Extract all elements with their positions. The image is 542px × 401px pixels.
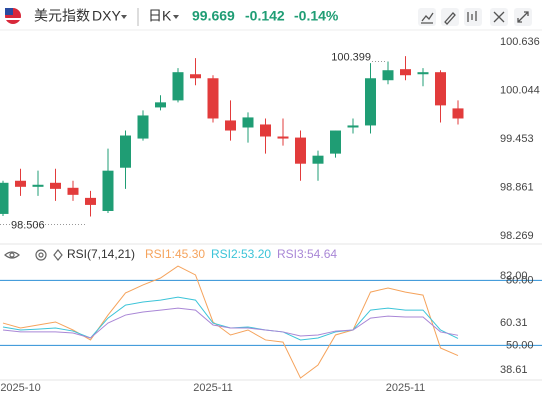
- y-tick-label: 60.31: [500, 317, 528, 329]
- price-change: -0.142: [245, 8, 285, 24]
- y-tick-label: 98.269: [500, 230, 534, 242]
- candle-body: [242, 117, 254, 128]
- flag-icon: [5, 8, 21, 24]
- candle-body: [207, 78, 219, 119]
- y-tick-label: 99.453: [500, 133, 534, 145]
- candle-body: [435, 72, 446, 106]
- candle-body: [137, 115, 149, 139]
- candle-body: [120, 135, 131, 168]
- legend-entry: RSI1:45.30: [145, 247, 205, 261]
- level-label: 80.00: [506, 274, 534, 286]
- indicator-icons: [4, 249, 63, 261]
- annotation: 98.506: [11, 219, 45, 231]
- tool-button[interactable]: [464, 8, 482, 26]
- instrument-title: 美元指数: [34, 8, 90, 24]
- candle-body: [400, 69, 411, 76]
- legend-entry: RSI2:53.20: [211, 247, 271, 261]
- y-tick-label: 98.861: [500, 181, 534, 193]
- y-tick-label: 100.636: [500, 36, 540, 48]
- level-label: 50.00: [506, 339, 534, 351]
- candle-body: [67, 187, 79, 195]
- x-tick-label: 2025-10: [0, 382, 40, 394]
- candle-body: [365, 78, 376, 126]
- annotation: 100.399: [331, 51, 371, 63]
- candle-body: [190, 74, 201, 79]
- symbol[interactable]: DXY: [92, 8, 121, 24]
- indicator-title: RSI(7,14,21): [67, 247, 135, 261]
- dropdown-icon[interactable]: [121, 15, 127, 19]
- candle-body: [85, 197, 96, 205]
- candle-body: [330, 130, 341, 154]
- period[interactable]: 日K: [148, 8, 172, 24]
- indicator-icon[interactable]: [53, 249, 63, 261]
- rsi-line: [2, 307, 459, 339]
- legend-entry: RSI3:54.64: [277, 247, 337, 261]
- candle-body: [312, 155, 324, 164]
- y-tick-label: 100.044: [500, 84, 540, 96]
- toolbar: [418, 8, 532, 26]
- settings-icon[interactable]: [35, 249, 47, 261]
- candle-body: [295, 137, 306, 164]
- x-tick-label: 2025-11: [386, 382, 426, 394]
- last-price: 99.669: [192, 8, 235, 24]
- candle-body: [155, 102, 166, 108]
- candle-body: [172, 72, 184, 101]
- candle-body: [0, 182, 9, 214]
- candle-body: [32, 184, 44, 187]
- candle-body: [277, 136, 289, 139]
- candle-body: [102, 170, 114, 211]
- candle-body: [417, 72, 429, 75]
- candle-body: [50, 182, 61, 189]
- candle-body: [452, 108, 464, 119]
- price-change-pct: -0.14%: [294, 8, 339, 24]
- y-tick-label: 82.00: [500, 270, 528, 282]
- candle-body: [15, 180, 26, 187]
- eye-icon[interactable]: [4, 251, 20, 259]
- candle-body: [347, 125, 359, 128]
- dropdown-icon[interactable]: [173, 15, 179, 19]
- y-tick-label: 38.61: [500, 364, 528, 376]
- candle-body: [260, 124, 271, 137]
- x-tick-label: 2025-11: [193, 382, 233, 394]
- candle-body: [382, 70, 394, 81]
- candle-body: [225, 120, 236, 131]
